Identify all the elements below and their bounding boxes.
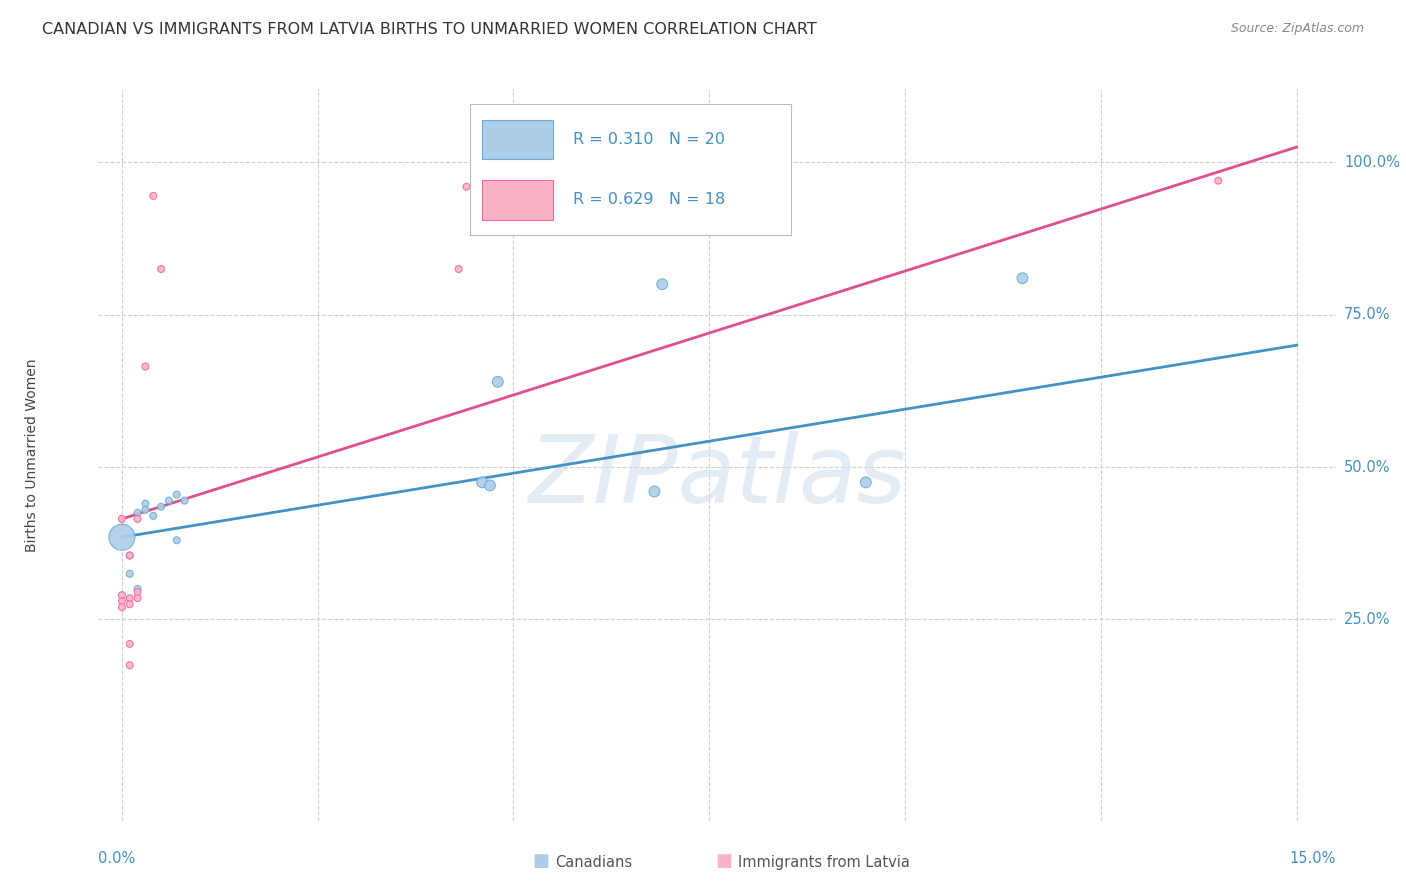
Point xyxy=(1206,174,1229,188)
Text: ■: ■ xyxy=(533,852,550,870)
Text: R = 0.629   N = 18: R = 0.629 N = 18 xyxy=(572,193,725,208)
Point xyxy=(127,591,149,606)
FancyBboxPatch shape xyxy=(482,120,553,159)
Point xyxy=(127,512,149,526)
Text: Source: ZipAtlas.com: Source: ZipAtlas.com xyxy=(1230,22,1364,36)
Text: 15.0%: 15.0% xyxy=(1289,851,1336,866)
Point xyxy=(111,588,134,602)
Point xyxy=(118,549,141,563)
Point xyxy=(471,475,494,490)
Point xyxy=(643,484,665,499)
Point xyxy=(166,533,188,548)
Point xyxy=(127,506,149,520)
Text: Births to Unmarried Women: Births to Unmarried Women xyxy=(25,359,39,551)
Point xyxy=(118,591,141,606)
Point xyxy=(111,600,134,615)
FancyBboxPatch shape xyxy=(482,180,553,219)
Point xyxy=(173,493,195,508)
Point xyxy=(855,475,877,490)
Point xyxy=(111,530,134,544)
Text: Immigrants from Latvia: Immigrants from Latvia xyxy=(738,855,910,870)
Point xyxy=(127,585,149,599)
Point xyxy=(157,493,180,508)
Text: Canadians: Canadians xyxy=(555,855,633,870)
Point xyxy=(166,487,188,501)
Text: 0.0%: 0.0% xyxy=(98,851,135,866)
Point xyxy=(150,262,173,277)
Text: R = 0.310   N = 20: R = 0.310 N = 20 xyxy=(572,132,724,147)
Point xyxy=(142,189,165,203)
Point xyxy=(118,637,141,651)
Text: 25.0%: 25.0% xyxy=(1344,612,1391,627)
Text: CANADIAN VS IMMIGRANTS FROM LATVIA BIRTHS TO UNMARRIED WOMEN CORRELATION CHART: CANADIAN VS IMMIGRANTS FROM LATVIA BIRTH… xyxy=(42,22,817,37)
Point xyxy=(447,262,470,277)
Point xyxy=(150,500,173,514)
Point xyxy=(486,375,509,389)
Point xyxy=(478,478,501,492)
Point xyxy=(118,566,141,581)
Point xyxy=(1011,271,1033,285)
Text: 75.0%: 75.0% xyxy=(1344,307,1391,322)
Text: 100.0%: 100.0% xyxy=(1344,155,1400,169)
Text: 50.0%: 50.0% xyxy=(1344,459,1391,475)
Point xyxy=(118,658,141,673)
Point xyxy=(142,508,165,523)
Point xyxy=(127,582,149,596)
Point xyxy=(118,597,141,611)
Point xyxy=(134,359,156,374)
Point xyxy=(134,497,156,511)
Point xyxy=(118,549,141,563)
Point xyxy=(111,594,134,608)
Point xyxy=(134,503,156,517)
Text: ZIPatlas: ZIPatlas xyxy=(529,432,905,523)
Point xyxy=(111,512,134,526)
Text: ■: ■ xyxy=(716,852,733,870)
Point xyxy=(651,277,673,292)
Point xyxy=(456,179,478,194)
